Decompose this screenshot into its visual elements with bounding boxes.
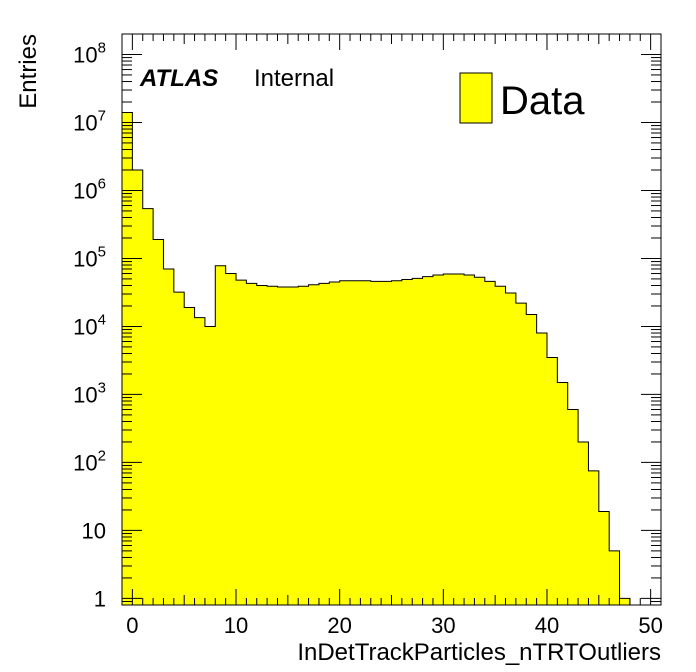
histogram-bin xyxy=(308,284,320,605)
histogram-bin xyxy=(267,286,279,605)
histogram-bin xyxy=(329,282,341,605)
histogram-bin xyxy=(495,286,507,605)
y-tick-label: 107 xyxy=(73,107,106,135)
legend: Data xyxy=(459,72,585,124)
histogram-bin xyxy=(474,277,486,605)
histogram-bin xyxy=(412,278,424,605)
ticks xyxy=(121,33,662,606)
histogram-bars xyxy=(121,112,651,606)
histogram-bin xyxy=(298,286,310,605)
histogram-bin xyxy=(505,293,517,605)
histogram-bin xyxy=(619,598,631,605)
histogram-bin xyxy=(153,239,165,605)
y-tick-label: 105 xyxy=(73,243,106,271)
y-tick-label: 102 xyxy=(73,447,106,475)
histogram-bin xyxy=(526,314,538,605)
histogram-bin xyxy=(277,287,289,605)
histogram-bin xyxy=(578,441,590,605)
histogram-bin xyxy=(142,208,154,606)
histogram-bin xyxy=(204,326,216,605)
histogram-bin xyxy=(381,281,393,605)
histogram-bin xyxy=(391,280,403,605)
legend-swatch xyxy=(459,72,493,124)
histogram-bin xyxy=(184,307,196,605)
histogram-bin xyxy=(163,268,175,605)
x-tick-label: 40 xyxy=(535,613,559,638)
histogram-bin xyxy=(225,273,237,605)
x-tick-label: 50 xyxy=(638,613,662,638)
histogram-bin xyxy=(287,287,299,605)
histogram-bin xyxy=(536,333,548,605)
histogram-bin xyxy=(132,169,144,606)
histogram-bin xyxy=(350,280,362,605)
histogram-bin xyxy=(432,275,444,605)
histogram-bin xyxy=(464,275,476,605)
histogram-bin xyxy=(484,281,496,605)
histogram-bin xyxy=(339,280,351,605)
y-tick-label: 108 xyxy=(73,39,106,67)
histogram-bin xyxy=(422,276,434,605)
y-tick-label: 1 xyxy=(94,586,106,611)
y-tick-label: 10 xyxy=(82,518,106,543)
x-axis-label: InDetTrackParticles_nTRTOutliers xyxy=(297,639,661,666)
histogram-bin xyxy=(194,317,206,605)
histogram-bin xyxy=(609,550,621,605)
histogram-bin xyxy=(370,281,382,605)
y-tick-label: 106 xyxy=(73,175,106,203)
histogram-bin xyxy=(236,280,247,605)
x-tick-label: 30 xyxy=(431,613,455,638)
y-axis-label: Entries xyxy=(15,34,42,109)
histogram-bin xyxy=(546,357,558,605)
histogram-bin xyxy=(401,279,413,605)
histogram-bin xyxy=(443,274,455,605)
histogram-bin xyxy=(246,283,258,605)
histogram-bin xyxy=(557,382,569,605)
histogram-bin xyxy=(515,303,527,605)
histogram-bin xyxy=(453,274,465,605)
histogram-bin xyxy=(598,511,610,605)
histogram-bin xyxy=(360,280,372,605)
x-tick-label: 10 xyxy=(224,613,248,638)
histogram-bin xyxy=(567,409,579,605)
atlas-label: ATLAS xyxy=(139,65,218,92)
histogram-bin xyxy=(215,265,227,605)
histogram-bin xyxy=(173,292,185,605)
histogram-bin xyxy=(122,112,133,606)
tick-labels: 0 10 20 30 40 50 1 10 102 103 104 105 106 107 108 xyxy=(73,39,663,638)
y-tick-label: 103 xyxy=(73,379,106,407)
legend-label: Data xyxy=(500,79,585,123)
histogram-bin xyxy=(256,285,268,605)
internal-label: Internal xyxy=(254,65,334,92)
x-tick-label: 0 xyxy=(126,613,138,638)
y-tick-label: 104 xyxy=(73,311,106,339)
histogram-bin xyxy=(318,283,330,605)
x-tick-label: 20 xyxy=(327,613,351,638)
histogram-bin xyxy=(588,470,600,605)
histogram-outline xyxy=(121,112,651,606)
